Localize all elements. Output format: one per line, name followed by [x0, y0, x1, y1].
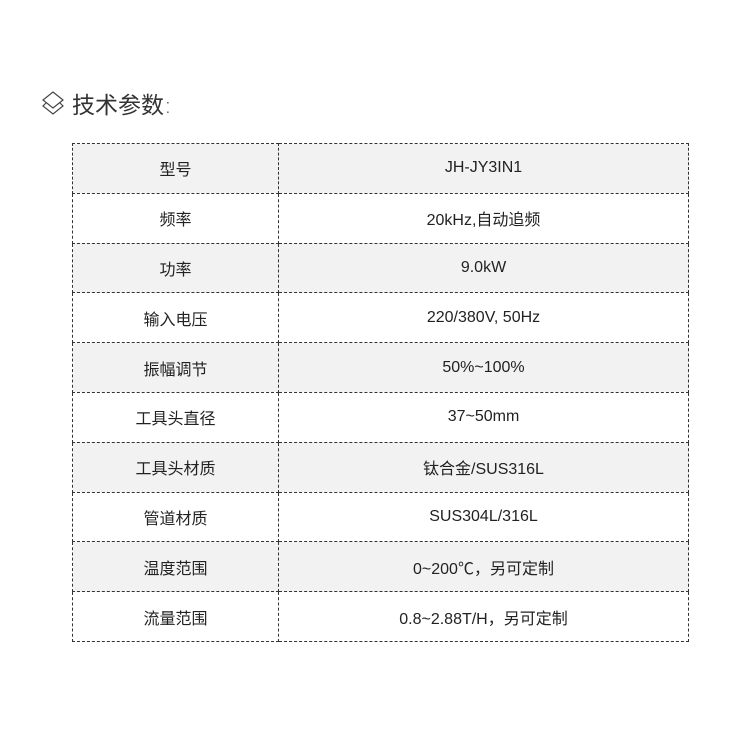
spec-value: 9.0kW: [278, 242, 689, 294]
spec-value: 220/380V, 50Hz: [278, 292, 689, 344]
spec-label: 工具头直径: [72, 391, 279, 443]
spec-row: 温度范围 0~200℃，另可定制: [72, 541, 689, 593]
spec-label: 功率: [72, 242, 279, 294]
spec-value: 20kHz,自动追频: [278, 192, 689, 244]
spec-value: JH-JY3IN1: [278, 143, 689, 194]
layers-diamond-icon: [42, 91, 64, 115]
spec-value: 0~200℃，另可定制: [278, 541, 689, 593]
spec-row: 工具头直径 37~50mm: [72, 391, 689, 443]
spec-label: 输入电压: [72, 292, 279, 344]
spec-value: 钛合金/SUS316L: [278, 441, 689, 493]
spec-table: 型号 JH-JY3IN1 频率 20kHz,自动追频 功率 9.0kW 输入电压 220/38…: [72, 143, 689, 642]
spec-row: 流量范围 0.8~2.88T/H，另可定制: [72, 591, 689, 642]
spec-row: 管道材质 SUS304L/316L: [72, 491, 689, 543]
section-title: 技术参数:: [72, 93, 172, 119]
spec-row: 功率 9.0kW: [72, 242, 689, 294]
spec-label: 振幅调节: [72, 342, 279, 393]
spec-label: 管道材质: [72, 491, 279, 543]
spec-row: 输入电压 220/380V, 50Hz: [72, 292, 689, 344]
spec-row: 工具头材质 钛合金/SUS316L: [72, 441, 689, 493]
spec-value: SUS304L/316L: [278, 491, 689, 543]
spec-label: 型号: [72, 143, 279, 194]
spec-label: 流量范围: [72, 591, 279, 642]
spec-label: 温度范围: [72, 541, 279, 593]
spec-label: 工具头材质: [72, 441, 279, 493]
spec-value: 37~50mm: [278, 391, 689, 443]
spec-value: 50%~100%: [278, 342, 689, 393]
section-heading: 技术参数:: [40, 86, 172, 120]
spec-row: 频率 20kHz,自动追频: [72, 192, 689, 244]
spec-row: 型号 JH-JY3IN1: [72, 143, 689, 194]
spec-value: 0.8~2.88T/H，另可定制: [278, 591, 689, 642]
spec-label: 频率: [72, 192, 279, 244]
spec-row: 振幅调节 50%~100%: [72, 342, 689, 393]
